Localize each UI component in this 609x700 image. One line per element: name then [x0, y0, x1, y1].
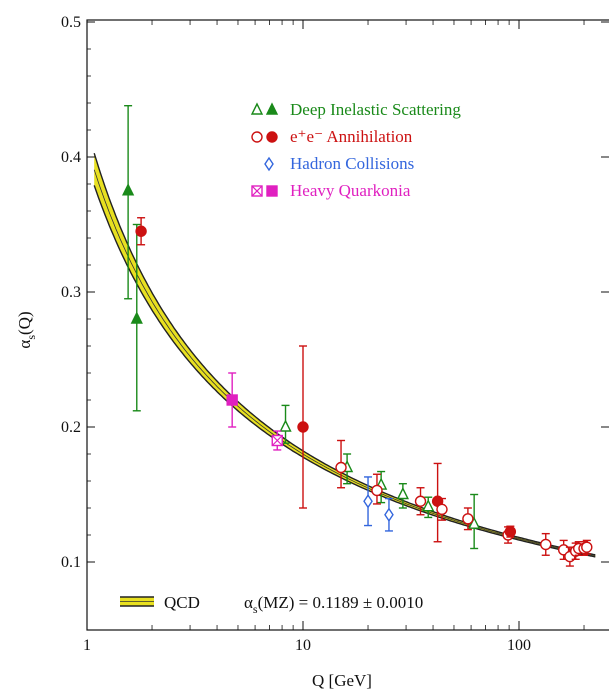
y-tick-label: 0.5 [61, 14, 81, 31]
ee-point [462, 513, 474, 525]
x-axis-title: Q [GeV] [312, 671, 372, 690]
qcd-legend-label: QCD [164, 593, 200, 612]
qcd-band-layer [93, 152, 596, 558]
legend-label: e⁺e⁻ Annihilation [290, 127, 413, 146]
legend-symbol-filled [265, 102, 279, 115]
y-tick-label: 0.2 [61, 419, 81, 436]
ee-point [135, 225, 147, 237]
plot-border [86, 19, 609, 631]
legend-item-dis: Deep Inelastic Scattering [250, 100, 461, 119]
quarkonia-point [271, 434, 283, 447]
x-tick-label: 10 [295, 637, 311, 654]
legend: Deep Inelastic Scattering e⁺e⁻ Annihilati… [250, 100, 461, 200]
axis-ticks: 0.1 0.2 0.3 0.4 0.5 1 10 100 [61, 14, 609, 654]
plot-frame [86, 19, 609, 631]
qcd-central-curve [93, 169, 596, 557]
ee-point [581, 541, 593, 553]
ee-point [504, 525, 517, 538]
dis-point [121, 183, 135, 196]
ee-point [335, 461, 347, 474]
alpha-s-mz-annotation: αs(MZ) = 0.1189 ± 0.0010 [244, 593, 423, 616]
legend-symbol-filled [266, 185, 278, 197]
hadron-point [363, 493, 373, 509]
data-points-layer [121, 104, 593, 567]
y-tick-label: 0.1 [61, 554, 81, 571]
legend-symbol-open [264, 156, 274, 172]
ee-point [414, 495, 427, 507]
y-tick-label: 0.3 [61, 284, 81, 301]
series-ee [135, 217, 593, 567]
legend-symbol-open [251, 131, 263, 143]
x-tick-label: 100 [507, 637, 531, 654]
dis-point [396, 486, 410, 500]
legend-label: Heavy Quarkonia [290, 181, 411, 200]
legend-symbol-open [250, 102, 264, 115]
dis-point [279, 419, 292, 432]
ee-point [297, 421, 309, 433]
legend-item-hadron: Hadron Collisions [264, 154, 414, 173]
ee-point [436, 503, 448, 516]
qcd-band [93, 152, 596, 558]
y-tick-label: 0.4 [61, 149, 81, 166]
series-hadron [363, 476, 394, 532]
qcd-band-lower-edge [93, 185, 596, 558]
legend-symbol-open [251, 185, 263, 197]
dis-point [468, 516, 481, 529]
qcd-legend: QCD [120, 593, 200, 612]
x-tick-label: 1 [83, 637, 91, 654]
legend-label: Deep Inelastic Scattering [290, 100, 461, 119]
hadron-point [384, 507, 394, 523]
ee-point [371, 484, 383, 497]
qcd-band-upper-edge [93, 152, 596, 556]
legend-item-ee: e⁺e⁻ Annihilation [251, 127, 413, 146]
legend-item-quarkonia: Heavy Quarkonia [251, 181, 411, 200]
qcd-band-fill [94, 153, 596, 557]
y-axis-title: αs(Q) [15, 311, 38, 348]
legend-symbol-filled [266, 131, 278, 143]
ee-point [540, 538, 552, 551]
series-quarkonia [226, 372, 283, 451]
dis-point [130, 311, 143, 324]
quarkonia-point [226, 394, 238, 406]
series-dis [121, 104, 481, 550]
legend-label: Hadron Collisions [290, 154, 414, 173]
dis-point [422, 499, 435, 512]
